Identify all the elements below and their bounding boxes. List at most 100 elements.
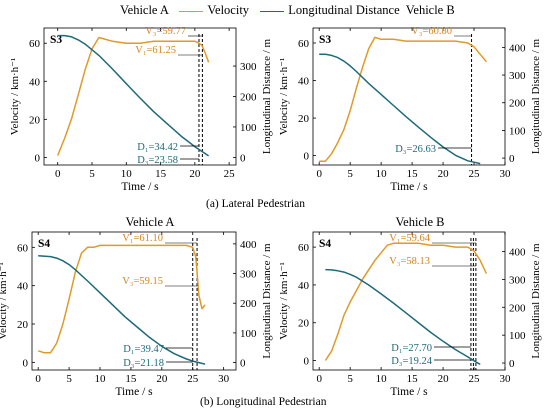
y-right-tick-label: 300 bbox=[240, 61, 257, 73]
panel-subtitle: Vehicle B bbox=[396, 215, 445, 229]
y-right-tick-label: 100 bbox=[509, 330, 526, 342]
y-right-axis-label: Longitudinal Distance / m bbox=[530, 243, 542, 359]
y-left-tick-label: 60 bbox=[29, 38, 41, 50]
distance-annotation: D₃=23.58 bbox=[137, 155, 178, 166]
x-tick-label: 5 bbox=[347, 373, 353, 385]
x-tick-label: 15 bbox=[407, 168, 419, 180]
legend-vehicle-b: Vehicle B bbox=[405, 3, 455, 17]
x-tick-label: 15 bbox=[125, 373, 137, 385]
distance-annotation: D₃=21.18 bbox=[123, 358, 164, 369]
y-right-tick-label: 100 bbox=[240, 328, 257, 340]
y-right-tick-label: 0 bbox=[240, 152, 246, 164]
legend-distance-label: Longitudinal Distance bbox=[288, 3, 400, 17]
plot-frame bbox=[31, 231, 237, 371]
y-right-tick-label: 300 bbox=[509, 274, 526, 286]
caption-b: (b) Longitudinal Pedestrian bbox=[200, 396, 327, 408]
distance-annotation: D₃=26.63 bbox=[395, 144, 436, 155]
distance-line bbox=[57, 34, 210, 157]
y-left-tick-label: 40 bbox=[29, 76, 41, 88]
x-tick-label: 25 bbox=[187, 373, 199, 385]
legend-vehicle-a: Vehicle A bbox=[120, 3, 169, 17]
y-left-tick-label: 0 bbox=[304, 356, 310, 368]
y-right-tick-label: 100 bbox=[509, 125, 526, 137]
y-right-axis-label: Longitudinal Distance / m bbox=[530, 38, 542, 154]
velocity-line bbox=[324, 242, 488, 361]
x-tick-label: 25 bbox=[469, 168, 481, 180]
velocity-annotation: V₃=60.80 bbox=[411, 26, 452, 37]
x-axis-label: Time / s bbox=[390, 181, 428, 193]
velocity-line bbox=[319, 36, 487, 162]
y-right-tick-label: 200 bbox=[509, 302, 526, 314]
y-left-tick-label: 20 bbox=[17, 319, 29, 331]
panel-label: S4 bbox=[38, 238, 50, 250]
x-tick-label: 5 bbox=[89, 168, 95, 180]
x-tick-label: 10 bbox=[376, 373, 388, 385]
velocity-annotation: V₃=58.13 bbox=[389, 256, 430, 267]
x-tick-label: 10 bbox=[121, 168, 133, 180]
y-right-tick-label: 400 bbox=[509, 247, 526, 259]
caption-a: (a) Lateral Pedestrian bbox=[206, 198, 305, 210]
y-right-tick-label: 100 bbox=[240, 122, 257, 134]
y-left-tick-label: 20 bbox=[298, 113, 310, 125]
y-left-tick-label: 40 bbox=[17, 281, 29, 293]
y-right-tick-label: 400 bbox=[509, 42, 526, 54]
x-axis-label: Time / s bbox=[390, 386, 428, 398]
y-right-axis-label: Longitudinal Distance / m bbox=[261, 38, 273, 154]
x-tick-label: 0 bbox=[316, 168, 322, 180]
distance-annotation: D₁=34.42 bbox=[137, 142, 178, 153]
panel-label: S4 bbox=[319, 238, 331, 250]
x-tick-label: 0 bbox=[316, 373, 322, 385]
y-left-tick-label: 60 bbox=[17, 242, 29, 254]
x-tick-label: 30 bbox=[218, 373, 230, 385]
y-left-axis-label: Velocity / km·h⁻¹ bbox=[9, 58, 21, 136]
x-tick-label: 15 bbox=[407, 373, 419, 385]
panel-subtitle: Vehicle A bbox=[126, 215, 175, 229]
y-left-axis-label: Velocity / km·h⁻¹ bbox=[0, 262, 9, 340]
x-tick-label: 25 bbox=[224, 168, 236, 180]
x-tick-label: 25 bbox=[469, 373, 481, 385]
distance-line bbox=[325, 268, 481, 366]
y-right-tick-label: 400 bbox=[240, 239, 257, 251]
panel-label: S3 bbox=[50, 34, 62, 46]
velocity-line bbox=[57, 36, 210, 156]
distance-line bbox=[319, 53, 481, 165]
x-tick-label: 10 bbox=[95, 373, 107, 385]
distance-annotation: D₁=39.47 bbox=[123, 344, 164, 355]
y-right-tick-label: 300 bbox=[240, 269, 257, 281]
y-left-tick-label: 40 bbox=[298, 280, 310, 292]
y-left-tick-label: 0 bbox=[304, 151, 310, 163]
velocity-annotation: V₃=59.15 bbox=[122, 276, 163, 287]
legend-row: Vehicle A Velocity Longitudinal Distance… bbox=[120, 3, 455, 18]
x-tick-label: 5 bbox=[347, 168, 353, 180]
legend-distance-swatch bbox=[260, 10, 285, 12]
y-right-tick-label: 0 bbox=[240, 358, 246, 370]
x-tick-label: 0 bbox=[35, 373, 41, 385]
velocity-annotation: V₃=59.77 bbox=[145, 26, 186, 37]
velocity-line bbox=[37, 244, 206, 354]
y-left-axis-label: Velocity / km·h⁻¹ bbox=[278, 262, 290, 340]
x-axis-label: Time / s bbox=[121, 181, 159, 193]
x-tick-label: 30 bbox=[500, 373, 512, 385]
panel-label: S3 bbox=[319, 34, 331, 46]
distance-annotation: D₃=19.24 bbox=[391, 356, 433, 367]
velocity-annotation: V₁=61.10 bbox=[122, 233, 163, 244]
y-right-tick-label: 200 bbox=[240, 298, 257, 310]
y-left-tick-label: 0 bbox=[35, 152, 41, 164]
y-left-tick-label: 60 bbox=[298, 242, 310, 254]
x-tick-label: 10 bbox=[376, 168, 388, 180]
distance-annotation: D₁=27.70 bbox=[391, 343, 432, 354]
x-tick-label: 5 bbox=[66, 373, 72, 385]
x-tick-label: 0 bbox=[55, 168, 61, 180]
velocity-annotation: V₁=61.25 bbox=[135, 45, 176, 56]
x-tick-label: 30 bbox=[500, 168, 512, 180]
legend-velocity-label: Velocity bbox=[207, 3, 250, 17]
x-tick-label: 20 bbox=[189, 168, 201, 180]
x-tick-label: 15 bbox=[155, 168, 167, 180]
chart-panel-a1: 0 5 10 15 20 25 0 20 40 60 0 100 200 300 Time / s Veloc… bbox=[9, 26, 273, 193]
x-tick-label: 20 bbox=[438, 168, 450, 180]
x-tick-label: 20 bbox=[156, 373, 168, 385]
y-right-tick-label: 0 bbox=[509, 153, 515, 165]
